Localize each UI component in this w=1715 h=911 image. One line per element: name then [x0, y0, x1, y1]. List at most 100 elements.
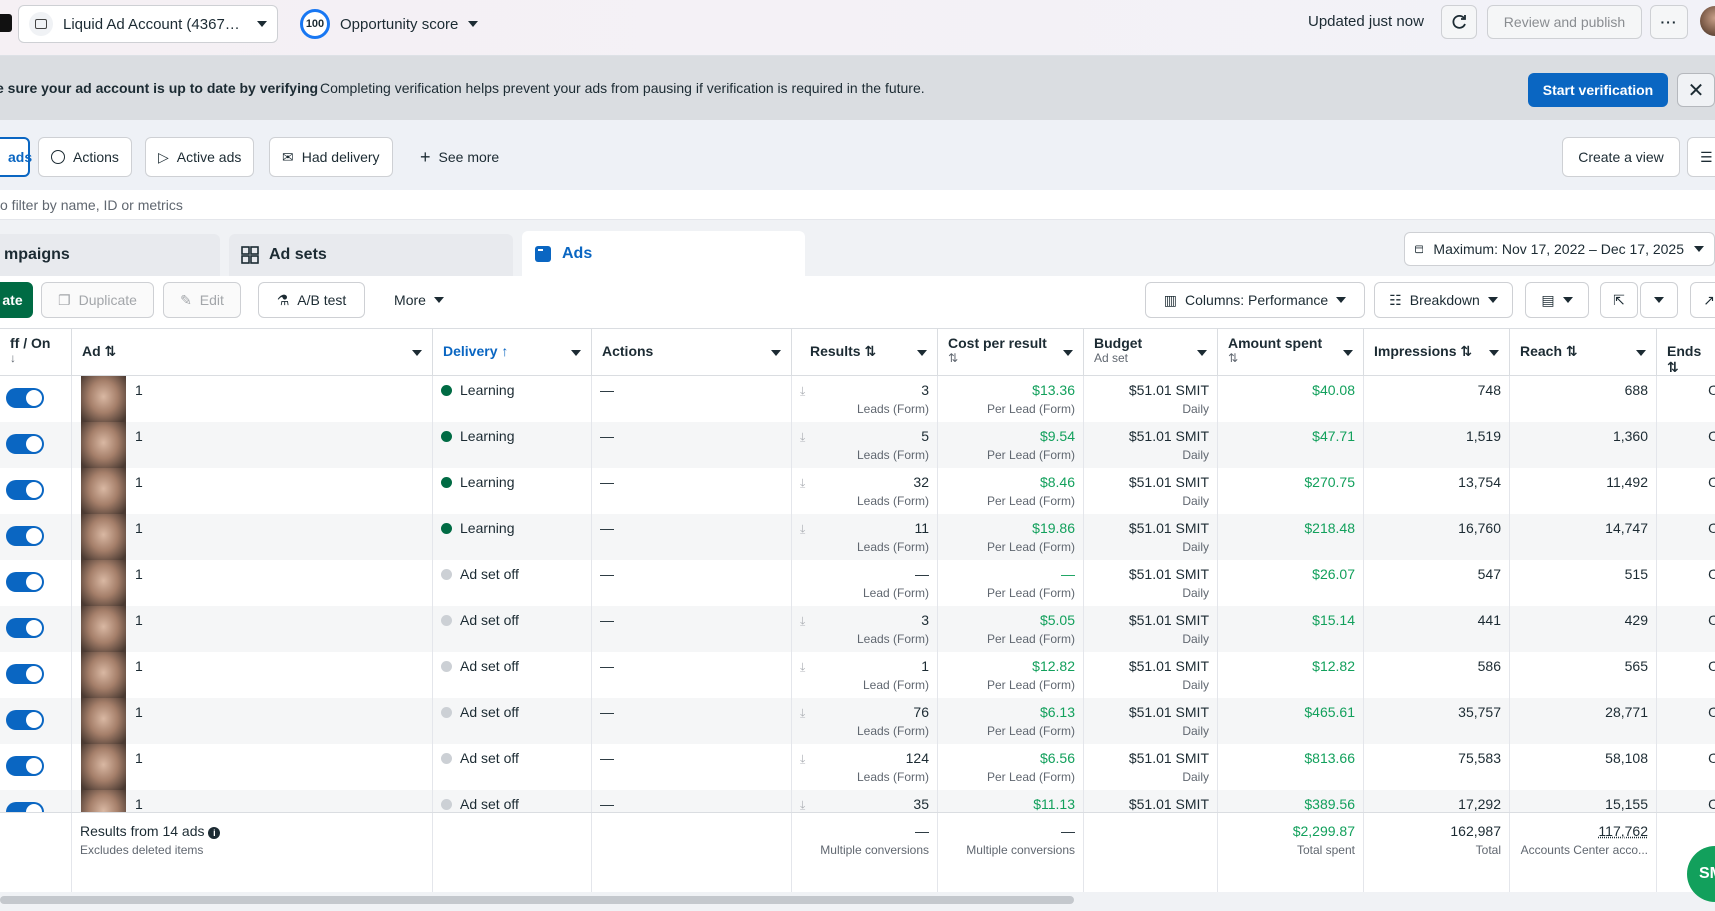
ad-name[interactable]: 1 — [135, 750, 143, 766]
ad-thumbnail[interactable] — [81, 376, 126, 422]
table-row[interactable]: 1 Learning — ⤓ 11 Leads (Form) $19.86 Per Lead … — [0, 514, 1715, 560]
ad-on-off-toggle[interactable] — [6, 664, 44, 684]
ad-on-off-toggle[interactable] — [6, 572, 44, 592]
tab-campaigns[interactable]: mpaigns — [0, 234, 220, 276]
download-icon[interactable]: ⤓ — [800, 522, 806, 536]
table-row[interactable]: 1 Ad set off — — Lead (Form) — Per Lead (Form)… — [0, 560, 1715, 606]
column-ad[interactable]: Ad ⇅ — [72, 329, 433, 376]
see-more-button[interactable]: + See more — [408, 137, 511, 177]
download-icon[interactable]: ⤓ — [800, 706, 806, 720]
filter-chip-ads[interactable]: ads — [0, 137, 32, 177]
tab-ads[interactable]: Ads — [522, 231, 805, 276]
cell-results: ⤓ 5 Leads (Form) — [792, 422, 938, 468]
filter-settings-button[interactable]: ☰ — [1687, 137, 1715, 177]
ad-on-off-toggle[interactable] — [6, 756, 44, 776]
ad-thumbnail[interactable] — [81, 468, 126, 514]
export-options-button[interactable] — [1640, 282, 1678, 318]
download-icon[interactable]: ⤓ — [800, 384, 806, 398]
ad-name[interactable]: 1 — [135, 704, 143, 720]
filter-chip-active-ads[interactable]: ▷ Active ads — [145, 137, 255, 177]
cell-actions: — — [592, 514, 792, 560]
more-actions-button[interactable]: More — [378, 282, 460, 318]
ad-name[interactable]: 1 — [135, 428, 143, 444]
horizontal-scrollbar[interactable] — [0, 892, 1715, 911]
scrollbar-thumb[interactable] — [0, 896, 1074, 904]
create-button[interactable]: ate — [0, 282, 33, 318]
ad-on-off-toggle[interactable] — [6, 710, 44, 730]
table-row[interactable]: 1 Ad set off — ⤓ 76 Leads (Form) $6.13 Per Lead… — [0, 698, 1715, 744]
ad-account-selector[interactable]: Liquid Ad Account (4367… — [18, 5, 278, 43]
ad-name[interactable]: 1 — [135, 612, 143, 628]
download-icon[interactable]: ⤓ — [800, 752, 806, 766]
search-bar[interactable]: o filter by name, ID or metrics — [0, 190, 1715, 220]
ad-on-off-toggle[interactable] — [6, 802, 44, 812]
ad-thumbnail[interactable] — [81, 514, 126, 560]
ad-on-off-toggle[interactable] — [6, 526, 44, 546]
ad-thumbnail[interactable] — [81, 698, 126, 744]
column-reach[interactable]: Reach ⇅ — [1510, 329, 1657, 376]
table-row[interactable]: 1 Ad set off — ⤓ 1 Lead (Form) $12.82 Per Lead … — [0, 652, 1715, 698]
search-input[interactable]: o filter by name, ID or metrics — [0, 197, 183, 213]
filter-chip-actions[interactable]: Actions — [38, 137, 132, 177]
ad-on-off-toggle[interactable] — [6, 388, 44, 408]
ab-test-button[interactable]: ⚗ A/B test — [258, 282, 365, 318]
info-icon[interactable]: i — [208, 827, 221, 839]
table-row[interactable]: 1 Ad set off — ⤓ 3 Leads (Form) $5.05 Per Lead … — [0, 606, 1715, 652]
column-cost-per-result[interactable]: Cost per result ⇅ — [938, 329, 1084, 376]
review-and-publish-button[interactable]: Review and publish — [1487, 5, 1642, 39]
reports-button[interactable]: ▤ — [1525, 282, 1589, 318]
charts-button[interactable]: ↗ — [1690, 282, 1715, 318]
ad-thumbnail[interactable] — [81, 422, 126, 468]
column-off-on[interactable]: ff / On ↓ — [0, 329, 72, 376]
ad-thumbnail[interactable] — [81, 744, 126, 790]
table-row[interactable]: 1 Ad set off — ⤓ 35 $11.13 $51.01 SMIT $389.56 1… — [0, 790, 1715, 812]
breakdown-button[interactable]: ☷ Breakdown — [1374, 282, 1513, 318]
start-verification-button[interactable]: Start verification — [1528, 73, 1668, 107]
column-budget[interactable]: Budget Ad set — [1084, 329, 1218, 376]
ad-name[interactable]: 1 — [135, 382, 143, 398]
column-impressions[interactable]: Impressions ⇅ — [1364, 329, 1510, 376]
column-delivery[interactable]: Delivery ↑ — [433, 329, 592, 376]
ad-name[interactable]: 1 — [135, 474, 143, 490]
edit-button[interactable]: ✎ Edit — [163, 282, 241, 318]
column-amount-spent[interactable]: Amount spent ⇅ — [1218, 329, 1364, 376]
export-button[interactable]: ⇱ — [1600, 282, 1638, 318]
more-options-button[interactable]: ··· — [1650, 5, 1688, 39]
ad-name[interactable]: 1 — [135, 566, 143, 582]
table-row[interactable]: 1 Learning — ⤓ 3 Leads (Form) $13.36 Per Lead (… — [0, 376, 1715, 422]
ad-name[interactable]: 1 — [135, 658, 143, 674]
date-range-picker[interactable]: Maximum: Nov 17, 2022 – Dec 17, 2025 — [1404, 232, 1715, 266]
budget-value: $51.01 SMIT — [1128, 566, 1209, 582]
table-row[interactable]: 1 Learning — ⤓ 5 Leads (Form) $9.54 Per Lead (F… — [0, 422, 1715, 468]
column-ends[interactable]: Ends ⇅ — [1657, 329, 1715, 376]
ad-on-off-toggle[interactable] — [6, 434, 44, 454]
opportunity-score-button[interactable]: 100 Opportunity score — [300, 8, 479, 40]
download-icon[interactable]: ⤓ — [800, 660, 806, 674]
filter-chip-had-delivery[interactable]: ✉ Had delivery — [269, 137, 393, 177]
footer-budget — [1084, 813, 1218, 893]
tab-ad-sets[interactable]: Ad sets — [229, 234, 513, 276]
table-row[interactable]: 1 Ad set off — ⤓ 124 Leads (Form) $6.56 Per Lea… — [0, 744, 1715, 790]
create-view-button[interactable]: Create a view — [1562, 137, 1680, 177]
columns-button[interactable]: ▥ Columns: Performance — [1145, 282, 1365, 318]
ad-on-off-toggle[interactable] — [6, 480, 44, 500]
duplicate-button[interactable]: ❐ Duplicate — [41, 282, 154, 318]
table-row[interactable]: 1 Learning — ⤓ 32 Leads (Form) $8.46 Per Lead (… — [0, 468, 1715, 514]
column-results[interactable]: Results ⇅ — [792, 329, 938, 376]
ad-thumbnail[interactable] — [81, 560, 126, 606]
ad-thumbnail[interactable] — [81, 790, 126, 812]
ad-on-off-toggle[interactable] — [6, 618, 44, 638]
column-actions[interactable]: Actions — [592, 329, 792, 376]
ad-thumbnail[interactable] — [81, 652, 126, 698]
download-icon[interactable]: ⤓ — [800, 798, 806, 812]
ad-thumbnail[interactable] — [81, 606, 126, 652]
cpr-sub: Per Lead (Form) — [986, 540, 1075, 554]
download-icon[interactable]: ⤓ — [800, 476, 806, 490]
download-icon[interactable]: ⤓ — [800, 614, 806, 628]
refresh-button[interactable] — [1441, 5, 1477, 39]
close-icon[interactable]: ✕ — [1677, 73, 1715, 107]
avatar[interactable] — [1700, 6, 1715, 36]
download-icon[interactable]: ⤓ — [800, 430, 806, 444]
ad-name[interactable]: 1 — [135, 796, 143, 812]
ad-name[interactable]: 1 — [135, 520, 143, 536]
